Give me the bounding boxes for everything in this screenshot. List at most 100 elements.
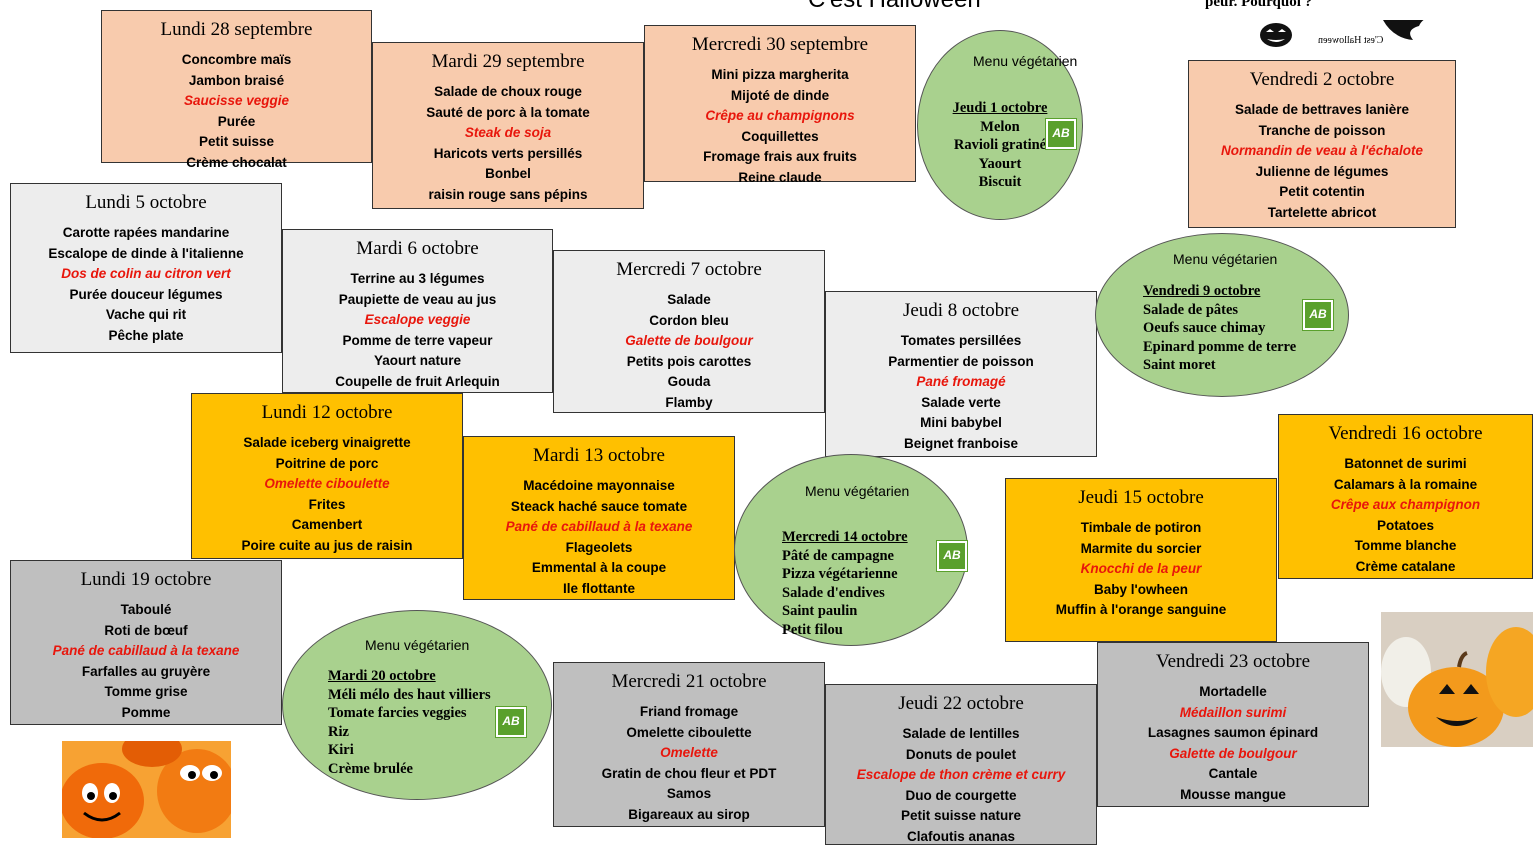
menu-item: Gouda [667,374,711,390]
menu-item: Saucisse veggie [183,93,290,109]
menu-item: Terrine au 3 légumes [350,271,485,286]
veg-label: Menu végétarien [973,53,1078,69]
veg-label: Menu végétarien [805,483,910,499]
day-title: Mercredi 7 octobre [616,259,762,280]
menu-item: Petits pois carottes [626,353,752,369]
menu-item: Petit suisse nature [900,808,1022,824]
menu-item: Escalope de dinde à l'italienne [48,245,244,261]
menu-item: Beignet franboise [903,435,1019,451]
menu-item: Crème chocalat [186,154,287,170]
veg-item: Pâté de campagne [782,547,894,564]
menu-item: Galette de boulgour [625,333,753,349]
menu-item: Escalope veggie [364,312,471,328]
veg-menu: Menu végétarien Jeudi 1 octobre Melon Ravio… [917,30,1083,220]
menu-item: Salade iceberg vinaigrette [243,435,411,450]
menu-item: Tartelette abricot [1267,204,1377,220]
day-title: Mercredi 21 octobre [611,671,767,692]
menu-item: Macédoine mayonnaise [523,478,675,493]
day-menu: Jeudi 22 octobre Salade de lentilles Donut… [825,684,1097,845]
veg-content: Jeudi 1 octobre Melon Ravioli gratiné Yaour… [918,99,1082,192]
veg-item: Saint paulin [782,603,858,619]
veg-menu: Menu végétarien Mardi 20 octobre Méli mélo… [282,610,552,800]
menu-item: Mini pizza margherita [711,67,849,82]
day-title: Vendredi 23 octobre [1155,651,1311,672]
pumpkin-image-right [1381,612,1533,747]
menu-item: Bonbel [485,166,531,182]
day-menu: Lundi 5 octobre Carotte rapées mandarine E… [10,183,282,353]
menu-item: Flamby [665,394,713,410]
menu-item: Emmental à la coupe [531,560,667,576]
menu-item: Salade de lentilles [902,726,1020,741]
veg-item: Oeufs sauce chimay [1143,320,1266,336]
day-title: Lundi 12 octobre [261,402,393,423]
organic-logo: AB [1045,118,1077,150]
menu-item: Pané de cabillaud à la texane [505,519,693,535]
menu-item: Poitrine de porc [275,455,379,471]
menu-item: Purée douceur légumes [69,286,223,302]
veg-label: Menu végétarien [365,637,470,653]
day-title: Jeudi 8 octobre [902,300,1020,321]
day-title: Vendredi 16 octobre [1328,423,1483,444]
veg-item: Tomate farcies veggies [328,705,467,721]
veg-menu: Menu végétarien Mercredi 14 octobre Pâté d… [734,454,968,646]
menu-item: Cordon bleu [649,312,729,328]
menu-item: Gratin de chou fleur et PDT [601,765,777,781]
day-title: Lundi 5 octobre [85,192,207,213]
menu-item: Escalope de thon crème et curry [856,767,1066,783]
menu-item: Flageolets [565,539,633,555]
menu-item: Tomates persillées [900,333,1022,348]
menu-item: Mini babybel [920,415,1002,431]
menu-item: Baby l'owheen [1094,581,1188,597]
day-menu: Vendredi 23 octobre Mortadelle Médaillon s… [1097,642,1369,807]
menu-item: Pomme de terre vapeur [342,332,493,348]
veg-item: Méli mélo des haut villiers [328,686,491,703]
veg-item: Epinard pomme de terre [1143,338,1297,355]
menu-item: Paupiette de veau au jus [338,291,497,307]
menu-item: Lasagnes saumon épinard [1147,725,1319,741]
veg-item: Yaourt [978,155,1022,172]
veg-content: Vendredi 9 octobre Salade de pâtes Oeufs s… [1143,282,1296,375]
header-question: peur. Pourquoi ? [1205,0,1313,10]
veg-title: Jeudi 1 octobre [952,100,1048,116]
veg-item: Pizza végétarienne [782,566,898,582]
day-menu: Mercredi 21 octobre Friand fromage Omelett… [553,662,825,827]
day-menu: Lundi 12 octobre Salade iceberg vinaigret… [191,393,463,559]
menu-item: Mijoté de dinde [730,87,830,103]
menu-item: Poire cuite au jus de raisin [241,537,413,553]
menu-item: Clafoutis ananas [906,828,1016,844]
menu-item: Pêche plate [108,327,184,343]
menu-item: Haricots verts persillés [433,145,583,161]
day-title: Lundi 28 septembre [160,19,313,40]
veg-item: Saint moret [1143,357,1216,373]
veg-item: Salade de pâtes [1143,301,1239,318]
day-title: Mardi 13 octobre [533,445,665,466]
day-title: Mardi 29 septembre [431,51,585,72]
veg-title: Mardi 20 octobre [328,668,436,684]
halloween-icons [1260,20,1424,47]
day-menu: Lundi 28 septembre Concombre maïs Jambon b… [101,10,372,170]
menu-item: Marmite du sorcier [1080,540,1202,556]
menu-item: Camenbert [291,517,363,533]
page-title: C'est Halloween [808,0,981,14]
menu-item: Purée [217,113,256,129]
menu-item: Tomme blanche [1354,538,1457,554]
menu-item: Julienne de légumes [1255,163,1389,179]
menu-item: Fromage frais aux fruits [703,149,857,165]
menu-item: raisin rouge sans pépins [428,186,588,202]
organic-logo: AB [1302,299,1334,331]
menu-item: Omelette ciboulette [626,724,752,740]
day-title: Jeudi 15 octobre [1078,487,1204,508]
menu-item: Salade de choux rouge [434,84,582,99]
menu-item: Potatoes [1376,517,1434,533]
veg-menu: Menu végétarien Vendredi 9 octobre Salade … [1095,233,1349,397]
veg-item: Riz [328,723,349,740]
menu-item: Batonnet de surimi [1344,456,1467,471]
menu-item: Pomme [121,704,171,720]
menu-item: Duo de courgette [905,787,1017,803]
menu-item: Salade [667,292,711,307]
menu-item: Steack haché sauce tomate [510,498,688,514]
day-menu: Mardi 13 octobre Macédoine mayonnaise Stea… [463,436,735,600]
day-menu: Jeudi 8 octobre Tomates persillées Parment… [825,291,1097,457]
menu-item: Cantale [1208,766,1258,782]
menu-item: Dos de colin au citron vert [61,266,231,282]
